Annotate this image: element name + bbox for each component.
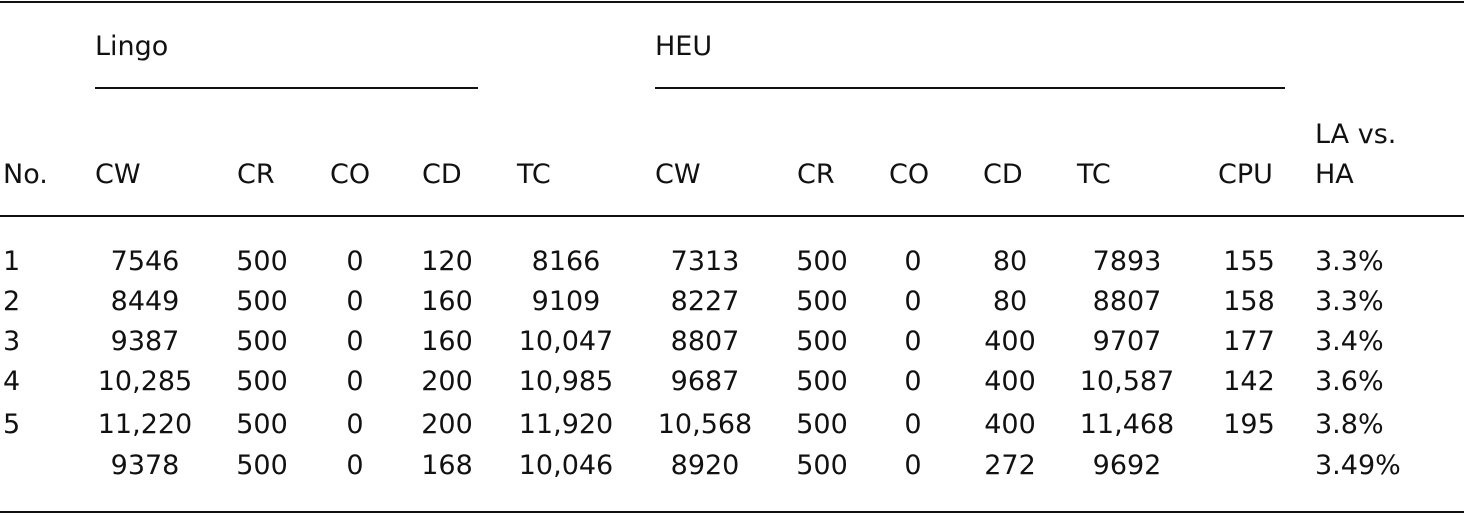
cell: 7546 xyxy=(110,246,180,277)
cell: 4 xyxy=(3,366,21,397)
column-header: CW xyxy=(655,159,701,190)
cell: 0 xyxy=(904,450,922,481)
cell: 11,468 xyxy=(1079,409,1175,440)
cell: 80 xyxy=(992,286,1028,317)
header-rule xyxy=(0,215,1464,217)
cell: 500 xyxy=(236,246,288,277)
column-header: No. xyxy=(3,159,48,190)
cell: 195 xyxy=(1223,409,1275,440)
cell: 0 xyxy=(346,450,364,481)
cell: 0 xyxy=(346,409,364,440)
column-header: CD xyxy=(983,159,1023,190)
cell: 0 xyxy=(346,326,364,357)
cell: 3 xyxy=(3,326,21,357)
cell: 200 xyxy=(421,409,473,440)
cell: 500 xyxy=(236,286,288,317)
cell: 9109 xyxy=(531,286,601,317)
cell: 120 xyxy=(421,246,473,277)
cell: 158 xyxy=(1223,286,1275,317)
cell: 0 xyxy=(904,409,922,440)
cell: 1 xyxy=(3,246,21,277)
cell: 3.8% xyxy=(1315,409,1384,440)
cell: 10,985 xyxy=(518,366,614,397)
cell: 2 xyxy=(3,286,21,317)
cell: 10,568 xyxy=(657,409,753,440)
cell: 0 xyxy=(904,326,922,357)
cell: 500 xyxy=(236,409,288,440)
cell: 3.3% xyxy=(1315,286,1384,317)
cell: 500 xyxy=(236,450,288,481)
group-rule xyxy=(655,87,1285,89)
cell: 10,046 xyxy=(518,450,614,481)
cell: 80 xyxy=(992,246,1028,277)
cell: 500 xyxy=(796,246,848,277)
cell: 0 xyxy=(904,366,922,397)
cell: 160 xyxy=(421,286,473,317)
cell: 8920 xyxy=(670,450,740,481)
cell: 0 xyxy=(346,286,364,317)
cell: 3.4% xyxy=(1315,326,1384,357)
column-header: CR xyxy=(797,159,835,190)
cell: 0 xyxy=(904,246,922,277)
cell: 9692 xyxy=(1092,450,1162,481)
cell: 500 xyxy=(236,326,288,357)
cell: 7893 xyxy=(1092,246,1162,277)
column-header: TC xyxy=(1077,159,1111,190)
cell: 9378 xyxy=(110,450,180,481)
cell: 9687 xyxy=(670,366,740,397)
cell: 200 xyxy=(421,366,473,397)
cell: 8227 xyxy=(670,286,740,317)
column-header: CO xyxy=(330,159,371,190)
cell: 7313 xyxy=(670,246,740,277)
cell: 168 xyxy=(421,450,473,481)
column-header: CW xyxy=(95,159,141,190)
cell: 500 xyxy=(796,366,848,397)
cell: 10,285 xyxy=(97,366,193,397)
cell: 272 xyxy=(984,450,1036,481)
cell: 8807 xyxy=(1092,286,1162,317)
cell: 400 xyxy=(984,326,1036,357)
column-header: CR xyxy=(237,159,275,190)
cell: 11,920 xyxy=(518,409,614,440)
cell: 10,047 xyxy=(518,326,614,357)
cell: 8807 xyxy=(670,326,740,357)
group-header: Lingo xyxy=(95,31,169,62)
cell: 500 xyxy=(796,409,848,440)
cell: 0 xyxy=(346,246,364,277)
cell: 10,587 xyxy=(1079,366,1175,397)
column-header: TC xyxy=(517,159,551,190)
column-header: CD xyxy=(422,159,462,190)
group-rule xyxy=(95,87,478,89)
cell: 500 xyxy=(796,450,848,481)
cell: 177 xyxy=(1223,326,1275,357)
bottom-rule xyxy=(0,511,1464,513)
cell: 500 xyxy=(236,366,288,397)
cell: 500 xyxy=(796,286,848,317)
cell: 3.3% xyxy=(1315,246,1384,277)
cell: 3.6% xyxy=(1315,366,1384,397)
cell: 11,220 xyxy=(97,409,193,440)
column-header: CPU xyxy=(1218,159,1273,190)
cell: 3.49% xyxy=(1315,450,1401,481)
cell: 9707 xyxy=(1092,326,1162,357)
column-header: LA vs. HA xyxy=(1315,119,1397,190)
column-header: CO xyxy=(889,159,930,190)
cell: 400 xyxy=(984,409,1036,440)
cell: 400 xyxy=(984,366,1036,397)
cell: 5 xyxy=(3,409,21,440)
cell: 8449 xyxy=(110,286,180,317)
cell: 142 xyxy=(1223,366,1275,397)
group-header: HEU xyxy=(655,31,713,62)
cell: 0 xyxy=(904,286,922,317)
top-rule xyxy=(0,1,1464,3)
cell: 0 xyxy=(346,366,364,397)
cell: 155 xyxy=(1223,246,1275,277)
cell: 500 xyxy=(796,326,848,357)
cell: 160 xyxy=(421,326,473,357)
cell: 9387 xyxy=(110,326,180,357)
cell: 8166 xyxy=(531,246,601,277)
